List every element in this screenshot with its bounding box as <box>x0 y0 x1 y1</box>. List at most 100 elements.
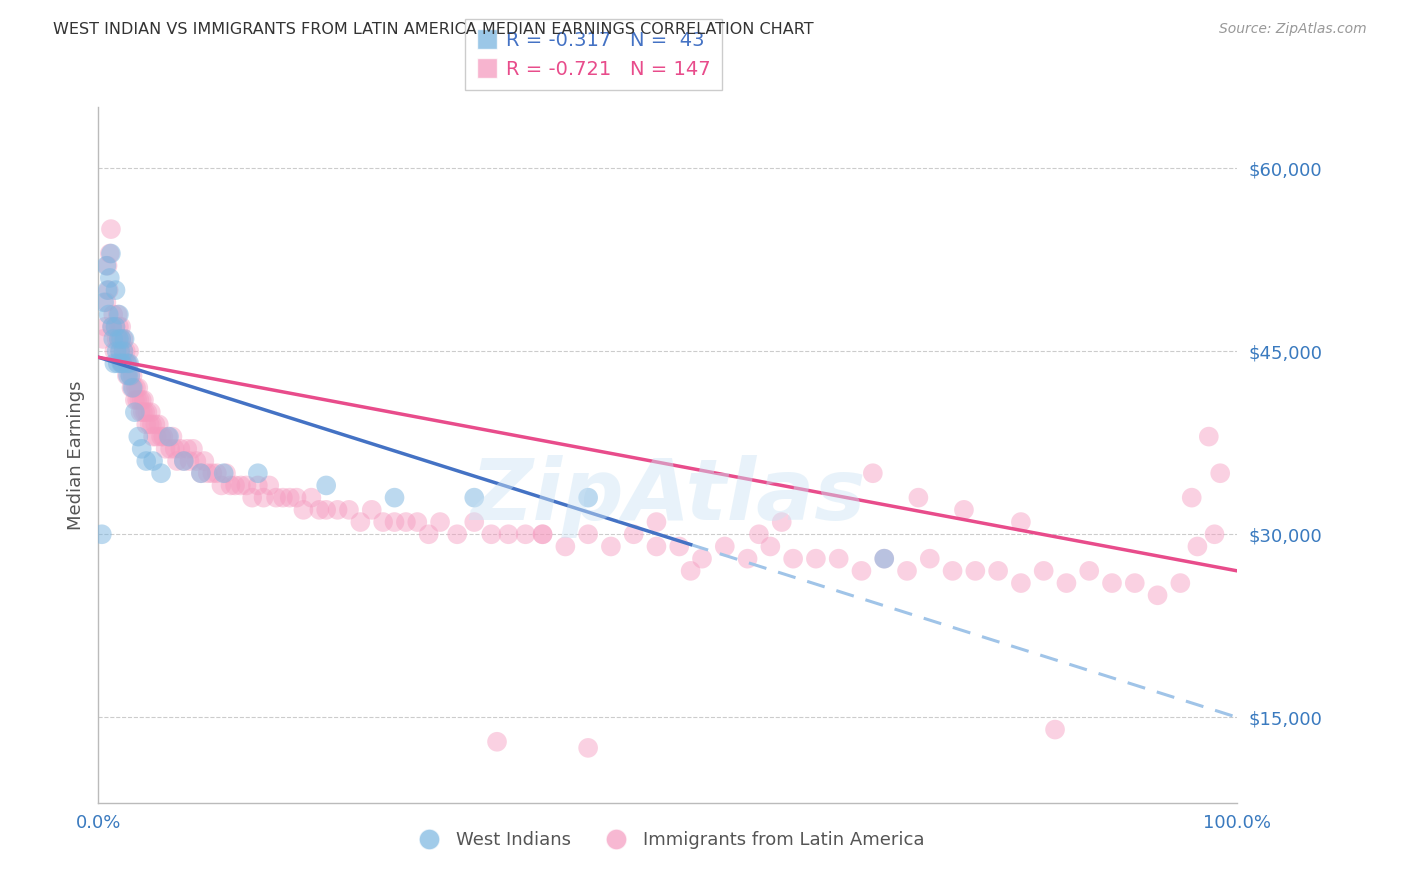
Point <box>93 295 115 310</box>
Point <box>770 515 793 529</box>
Point <box>252 491 274 505</box>
Point <box>371 515 394 529</box>
Point <box>131 392 153 407</box>
Point <box>136 405 159 419</box>
Point <box>1204 527 1226 541</box>
Point <box>384 491 406 505</box>
Point <box>623 527 645 541</box>
Point <box>804 551 827 566</box>
Point <box>94 319 117 334</box>
Point <box>108 344 131 359</box>
Point <box>121 368 143 383</box>
Point <box>1198 429 1220 443</box>
Point <box>264 491 287 505</box>
Point <box>748 527 770 541</box>
Point <box>98 246 121 260</box>
Point <box>104 319 127 334</box>
Point <box>235 478 257 492</box>
Point <box>181 442 204 456</box>
Point <box>190 467 212 481</box>
Point <box>148 417 170 432</box>
Point <box>114 344 136 359</box>
Point <box>1032 564 1054 578</box>
Point <box>896 564 918 578</box>
Point <box>209 478 232 492</box>
Point <box>104 283 127 297</box>
Point <box>118 356 141 370</box>
Point <box>201 467 224 481</box>
Point <box>139 405 162 419</box>
Point <box>110 319 132 334</box>
Point <box>315 478 337 492</box>
Point <box>271 491 294 505</box>
Point <box>360 503 382 517</box>
Point <box>1146 588 1168 602</box>
Point <box>1010 515 1032 529</box>
Point <box>219 478 242 492</box>
Point <box>918 551 941 566</box>
Point <box>108 344 131 359</box>
Point <box>576 491 599 505</box>
Point <box>873 551 896 566</box>
Point <box>240 491 263 505</box>
Point <box>118 344 141 359</box>
Y-axis label: Median Earnings: Median Earnings <box>66 380 84 530</box>
Point <box>299 491 322 505</box>
Point <box>645 515 668 529</box>
Point <box>246 478 269 492</box>
Point <box>96 283 118 297</box>
Point <box>108 319 131 334</box>
Point <box>851 564 873 578</box>
Point <box>690 551 713 566</box>
Point <box>429 515 451 529</box>
Point <box>173 454 195 468</box>
Point <box>110 332 132 346</box>
Point <box>120 368 142 383</box>
Point <box>108 308 131 322</box>
Point <box>173 454 195 468</box>
Point <box>127 429 149 443</box>
Point <box>645 540 668 554</box>
Point <box>406 515 429 529</box>
Point <box>97 283 120 297</box>
Point <box>515 527 537 541</box>
Point <box>120 368 142 383</box>
Point <box>112 344 135 359</box>
Point <box>101 319 124 334</box>
Point <box>193 454 215 468</box>
Point <box>349 515 371 529</box>
Point <box>107 356 129 370</box>
Point <box>105 344 128 359</box>
Point <box>112 332 135 346</box>
Point <box>131 442 153 456</box>
Point <box>156 429 179 443</box>
Point <box>108 332 131 346</box>
Point <box>103 356 125 370</box>
Point <box>486 735 509 749</box>
Point <box>162 429 184 443</box>
Point <box>737 551 759 566</box>
Point <box>90 527 112 541</box>
Point <box>127 392 149 407</box>
Point <box>91 332 114 346</box>
Point <box>395 515 418 529</box>
Point <box>384 515 406 529</box>
Point <box>179 454 201 468</box>
Point <box>166 454 188 468</box>
Point <box>100 246 122 260</box>
Point <box>110 332 132 346</box>
Point <box>112 344 135 359</box>
Point <box>308 503 330 517</box>
Point <box>101 319 124 334</box>
Point <box>114 332 136 346</box>
Point <box>111 356 134 370</box>
Point <box>186 454 208 468</box>
Point <box>1170 576 1192 591</box>
Point <box>114 356 136 370</box>
Point <box>127 381 149 395</box>
Point <box>150 467 173 481</box>
Point <box>1209 467 1232 481</box>
Point <box>132 392 155 407</box>
Point <box>212 467 235 481</box>
Point <box>205 467 228 481</box>
